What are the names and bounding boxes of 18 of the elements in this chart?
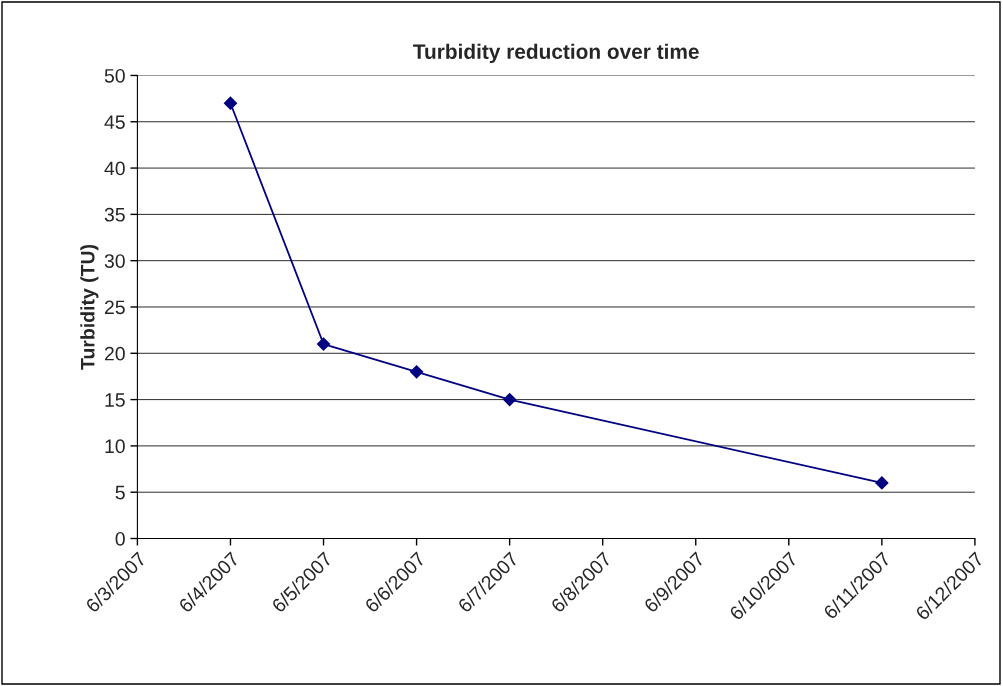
y-tick-label: 30	[104, 254, 125, 268]
chart-title: Turbidity reduction over time	[413, 43, 699, 64]
y-tick-label: 40	[104, 161, 125, 176]
point	[409, 365, 424, 379]
y-tick-label: 50	[104, 68, 125, 83]
y-tick-label: 0	[115, 531, 125, 546]
point	[503, 393, 517, 407]
y-axis-title: Turbidity (TU)	[80, 244, 99, 370]
point	[875, 476, 889, 490]
point	[223, 96, 238, 110]
y-tick-label: 35	[104, 207, 125, 222]
y-tick-label: 20	[104, 346, 125, 361]
y-tick-label: 5	[115, 485, 125, 500]
y-tick-label: 45	[104, 115, 125, 129]
y-tick-label: 15	[105, 393, 125, 407]
point	[316, 337, 331, 351]
y-tick-label: 10	[105, 439, 125, 454]
y-tick-label: 25	[104, 300, 125, 315]
